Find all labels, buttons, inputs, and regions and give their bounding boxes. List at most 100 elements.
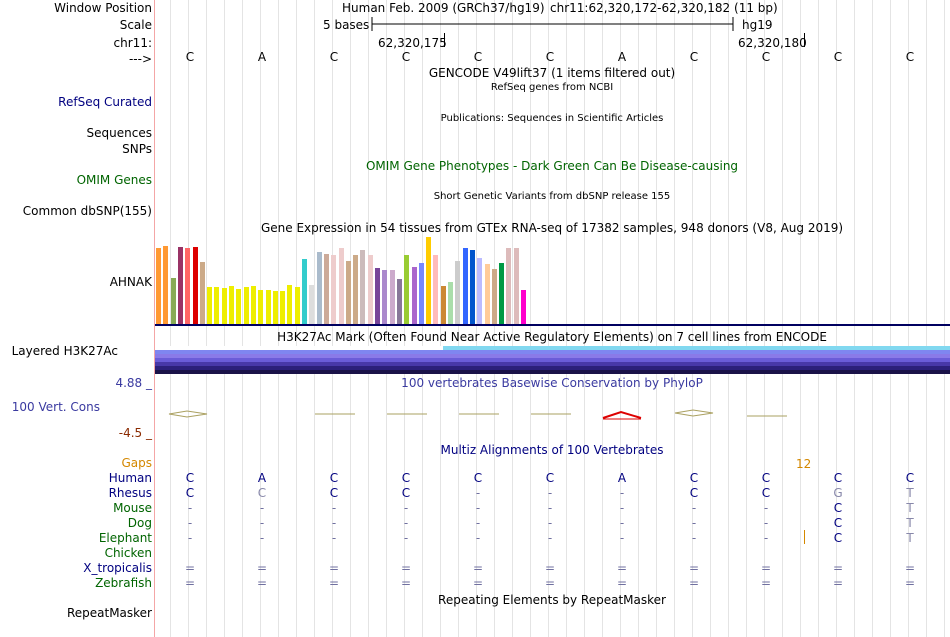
gtex-tissue-bar[interactable] (411, 267, 417, 325)
gtex-tissue-bar[interactable] (382, 270, 388, 325)
grid-line (512, 0, 513, 637)
gtex-tissue-bar[interactable] (199, 262, 205, 325)
conservation-min-label: -4.5 _ (118, 426, 152, 440)
gtex-tissue-bar[interactable] (170, 278, 176, 325)
species-label-rhesus[interactable]: Rhesus (108, 486, 152, 500)
conservation-track-label[interactable]: 100 Vert. Cons (11, 400, 100, 414)
gtex-tissue-bar[interactable] (455, 261, 461, 325)
repeatmasker-track-title[interactable]: Repeating Elements by RepeatMasker (438, 593, 666, 607)
species-label-human[interactable]: Human (108, 471, 152, 485)
browser-image-area[interactable]: Human Feb. 2009 (GRCh37/hg19) chr11:62,3… (155, 0, 950, 637)
gtex-tissue-bar[interactable] (506, 248, 512, 325)
alignment-base: = (832, 561, 844, 575)
gtex-tissue-bar[interactable] (258, 290, 264, 325)
gtex-tissue-bar[interactable] (440, 286, 446, 325)
gtex-tissue-bar[interactable] (156, 248, 161, 325)
gtex-tissue-bar[interactable] (316, 252, 322, 325)
publications-track-title[interactable]: Publications: Sequences in Scientific Ar… (440, 113, 664, 124)
species-label-elephant[interactable]: Elephant (98, 531, 152, 545)
alignment-base: = (904, 576, 916, 590)
gtex-tissue-bar[interactable] (418, 263, 424, 325)
gtex-tissue-bar[interactable] (323, 254, 329, 325)
gtex-tissue-bar[interactable] (272, 291, 278, 325)
gtex-tissue-bar[interactable] (396, 279, 402, 325)
gtex-tissue-bar[interactable] (192, 247, 198, 325)
gtex-tissue-bar[interactable] (177, 247, 183, 325)
gtex-tissue-bar[interactable] (331, 255, 337, 325)
sequences-track-label[interactable]: Sequences (86, 126, 152, 140)
ahnak-gene-label[interactable]: AHNAK (109, 275, 152, 289)
species-label-zebrafish[interactable]: Zebrafish (95, 576, 152, 590)
gtex-tissue-bar[interactable] (521, 290, 526, 325)
gtex-track-title[interactable]: Gene Expression in 54 tissues from GTEx … (260, 221, 844, 235)
gtex-tissue-bar[interactable] (214, 287, 220, 325)
gtex-tissue-bar[interactable] (462, 248, 468, 325)
gtex-tissue-bar[interactable] (207, 287, 213, 325)
gtex-tissue-bar[interactable] (404, 255, 410, 325)
h3k27ac-track-title[interactable]: H3K27Ac Mark (Often Found Near Active Re… (277, 330, 827, 344)
phylop-track-title[interactable]: 100 vertebrates Basewise Conservation by… (401, 376, 703, 390)
alignment-base: - (691, 501, 697, 515)
gencode-track-title[interactable]: GENCODE V49lift37 (1 items filtered out) (428, 66, 676, 80)
gtex-tissue-bar[interactable] (389, 270, 395, 325)
omim-track-label[interactable]: OMIM Genes (76, 173, 152, 187)
omim-track-title[interactable]: OMIM Gene Phenotypes - Dark Green Can Be… (365, 159, 739, 173)
multiz-track-title[interactable]: Multiz Alignments of 100 Vertebrates (440, 443, 664, 457)
gtex-tissue-bar[interactable] (185, 248, 191, 325)
gtex-tissue-bar[interactable] (491, 269, 497, 325)
gtex-tissue-bar[interactable] (345, 261, 351, 325)
gtex-tissue-bar[interactable] (302, 259, 307, 325)
h3k27ac-band (155, 362, 950, 366)
gtex-tissue-bar[interactable] (265, 290, 271, 325)
gtex-tissue-bar[interactable] (250, 286, 256, 325)
grid-line (854, 0, 855, 637)
alignment-base: C (689, 486, 699, 500)
gtex-tissue-bar[interactable] (433, 255, 439, 325)
refseq-track-title[interactable]: RefSeq genes from NCBI (490, 82, 614, 93)
h3k27ac-signal[interactable] (155, 346, 950, 374)
gtex-tissue-bar[interactable] (499, 263, 505, 325)
species-label-chicken[interactable]: Chicken (104, 546, 152, 560)
species-label-mouse[interactable]: Mouse (113, 501, 152, 515)
grid-line (818, 0, 819, 637)
strand-arrow-label[interactable]: ---> (128, 52, 152, 66)
gtex-expression-chart[interactable] (155, 236, 950, 325)
gtex-tissue-bar[interactable] (367, 255, 373, 325)
gtex-tissue-bar[interactable] (163, 246, 169, 325)
h3k27ac-track-label[interactable]: Layered H3K27Ac (11, 344, 118, 358)
gtex-tissue-bar[interactable] (353, 255, 359, 325)
gtex-tissue-bar[interactable] (236, 289, 242, 325)
gtex-tissue-bar[interactable] (477, 258, 483, 325)
grid-line (674, 0, 675, 637)
gtex-tissue-bar[interactable] (513, 248, 519, 325)
gtex-tissue-bar[interactable] (469, 250, 475, 325)
species-label-x_tropicalis[interactable]: X_tropicalis (83, 561, 152, 575)
alignment-base: - (619, 486, 625, 500)
dbsnp-track-label[interactable]: Common dbSNP(155) (22, 204, 152, 218)
repeatmasker-track-label[interactable]: RepeatMasker (66, 606, 152, 620)
alignment-base: - (619, 531, 625, 545)
gtex-tissue-bar[interactable] (426, 237, 432, 325)
gtex-tissue-bar[interactable] (221, 288, 227, 325)
alignment-base: - (691, 531, 697, 545)
gtex-tissue-bar[interactable] (229, 286, 234, 325)
gtex-tissue-bar[interactable] (294, 287, 300, 325)
alignment-base: = (544, 561, 556, 575)
gtex-tissue-bar[interactable] (243, 287, 249, 325)
gtex-tissue-bar[interactable] (375, 268, 380, 325)
gtex-tissue-bar[interactable] (287, 285, 293, 325)
gtex-tissue-bar[interactable] (338, 248, 344, 325)
gtex-tissue-bar[interactable] (484, 264, 490, 325)
refseq-track-label[interactable]: RefSeq Curated (58, 95, 152, 109)
gtex-tissue-bar[interactable] (360, 250, 366, 325)
gtex-tissue-bar[interactable] (309, 285, 315, 325)
h3k27ac-band (155, 366, 950, 370)
gtex-tissue-bar[interactable] (448, 282, 453, 325)
alignment-base: - (475, 501, 481, 515)
species-label-dog[interactable]: Dog (127, 516, 152, 530)
gtex-tissue-bar[interactable] (280, 291, 286, 325)
position-title: chr11:62,320,172-62,320,182 (11 bp) (550, 1, 778, 15)
dbsnp-track-title[interactable]: Short Genetic Variants from dbSNP releas… (433, 191, 671, 202)
snps-track-label[interactable]: SNPs (122, 142, 152, 156)
phylop-conservation-plot[interactable] (155, 404, 950, 424)
